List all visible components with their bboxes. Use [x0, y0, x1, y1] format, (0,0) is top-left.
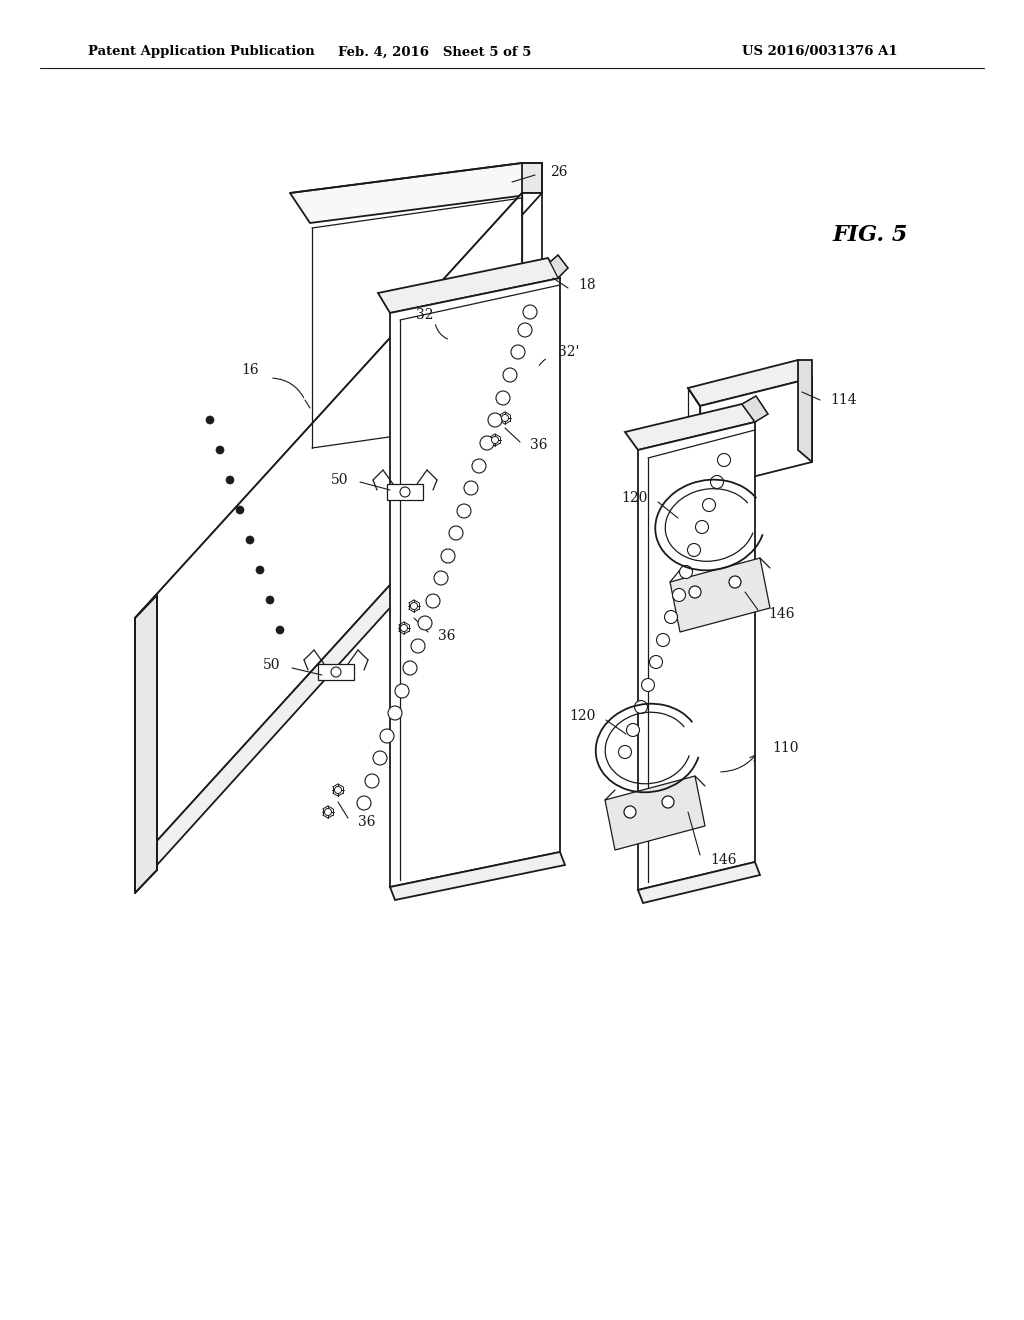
Circle shape	[388, 706, 402, 719]
Polygon shape	[638, 422, 755, 890]
Circle shape	[411, 602, 418, 610]
Text: 16: 16	[242, 363, 259, 378]
Circle shape	[418, 616, 432, 630]
Circle shape	[641, 678, 654, 692]
Text: Patent Application Publication: Patent Application Publication	[88, 45, 314, 58]
Circle shape	[689, 586, 701, 598]
Polygon shape	[318, 664, 354, 680]
Circle shape	[357, 796, 371, 810]
Polygon shape	[135, 193, 542, 618]
Polygon shape	[387, 484, 423, 500]
Circle shape	[480, 436, 494, 450]
Circle shape	[488, 413, 502, 426]
Circle shape	[618, 746, 632, 759]
Text: 36: 36	[358, 814, 376, 829]
Polygon shape	[390, 851, 565, 900]
Circle shape	[256, 566, 264, 574]
Circle shape	[518, 323, 532, 337]
Polygon shape	[290, 162, 542, 223]
Text: 110: 110	[772, 741, 799, 755]
Text: 120: 120	[622, 491, 648, 506]
Text: FIG. 5: FIG. 5	[833, 224, 907, 246]
Circle shape	[523, 305, 537, 319]
Circle shape	[449, 525, 463, 540]
Polygon shape	[625, 404, 755, 450]
Circle shape	[624, 807, 636, 818]
Circle shape	[331, 667, 341, 677]
Circle shape	[335, 787, 342, 793]
Polygon shape	[605, 776, 705, 850]
Polygon shape	[798, 360, 812, 462]
Circle shape	[236, 506, 244, 513]
Text: 146: 146	[710, 853, 736, 867]
Circle shape	[403, 661, 417, 675]
Circle shape	[729, 576, 741, 587]
Polygon shape	[135, 193, 522, 865]
Text: 50: 50	[331, 473, 348, 487]
Circle shape	[711, 475, 724, 488]
Polygon shape	[742, 396, 768, 422]
Circle shape	[627, 723, 640, 737]
Circle shape	[400, 624, 408, 631]
Circle shape	[246, 536, 254, 544]
Text: 114: 114	[830, 393, 857, 407]
Text: 32: 32	[416, 308, 434, 322]
Polygon shape	[135, 440, 542, 865]
Circle shape	[276, 626, 284, 634]
Circle shape	[511, 345, 525, 359]
Text: 36: 36	[530, 438, 548, 451]
Polygon shape	[700, 378, 812, 490]
Text: 146: 146	[768, 607, 795, 620]
Circle shape	[702, 499, 716, 511]
Circle shape	[656, 634, 670, 647]
Circle shape	[695, 520, 709, 533]
Circle shape	[502, 414, 509, 421]
Circle shape	[395, 684, 409, 698]
Text: 26: 26	[550, 165, 567, 180]
Circle shape	[635, 701, 647, 714]
Circle shape	[496, 391, 510, 405]
Circle shape	[325, 808, 332, 816]
Circle shape	[441, 549, 455, 564]
Circle shape	[492, 437, 499, 444]
Circle shape	[400, 487, 410, 498]
Circle shape	[687, 544, 700, 557]
Circle shape	[662, 796, 674, 808]
Polygon shape	[522, 162, 542, 193]
Circle shape	[673, 589, 685, 602]
Circle shape	[434, 572, 449, 585]
Polygon shape	[670, 558, 770, 632]
Text: 120: 120	[569, 709, 596, 723]
Polygon shape	[638, 862, 760, 903]
Text: 32': 32'	[558, 345, 580, 359]
Circle shape	[216, 446, 224, 454]
Circle shape	[457, 504, 471, 517]
Text: Feb. 4, 2016   Sheet 5 of 5: Feb. 4, 2016 Sheet 5 of 5	[338, 45, 531, 58]
Circle shape	[464, 480, 478, 495]
Circle shape	[411, 639, 425, 653]
Circle shape	[426, 594, 440, 609]
Polygon shape	[550, 255, 568, 279]
Circle shape	[266, 597, 274, 605]
Text: 50: 50	[262, 657, 280, 672]
Text: 18: 18	[578, 279, 596, 292]
Circle shape	[380, 729, 394, 743]
Circle shape	[373, 751, 387, 766]
Polygon shape	[390, 279, 560, 887]
Polygon shape	[378, 257, 560, 313]
Polygon shape	[688, 360, 812, 407]
Circle shape	[680, 565, 692, 578]
Circle shape	[206, 416, 214, 424]
Circle shape	[718, 454, 730, 466]
Circle shape	[649, 656, 663, 668]
Text: US 2016/0031376 A1: US 2016/0031376 A1	[742, 45, 898, 58]
Text: 36: 36	[438, 630, 456, 643]
Circle shape	[365, 774, 379, 788]
Polygon shape	[135, 595, 157, 894]
Circle shape	[472, 459, 486, 473]
Circle shape	[226, 477, 234, 484]
Circle shape	[503, 368, 517, 381]
Circle shape	[665, 610, 678, 623]
